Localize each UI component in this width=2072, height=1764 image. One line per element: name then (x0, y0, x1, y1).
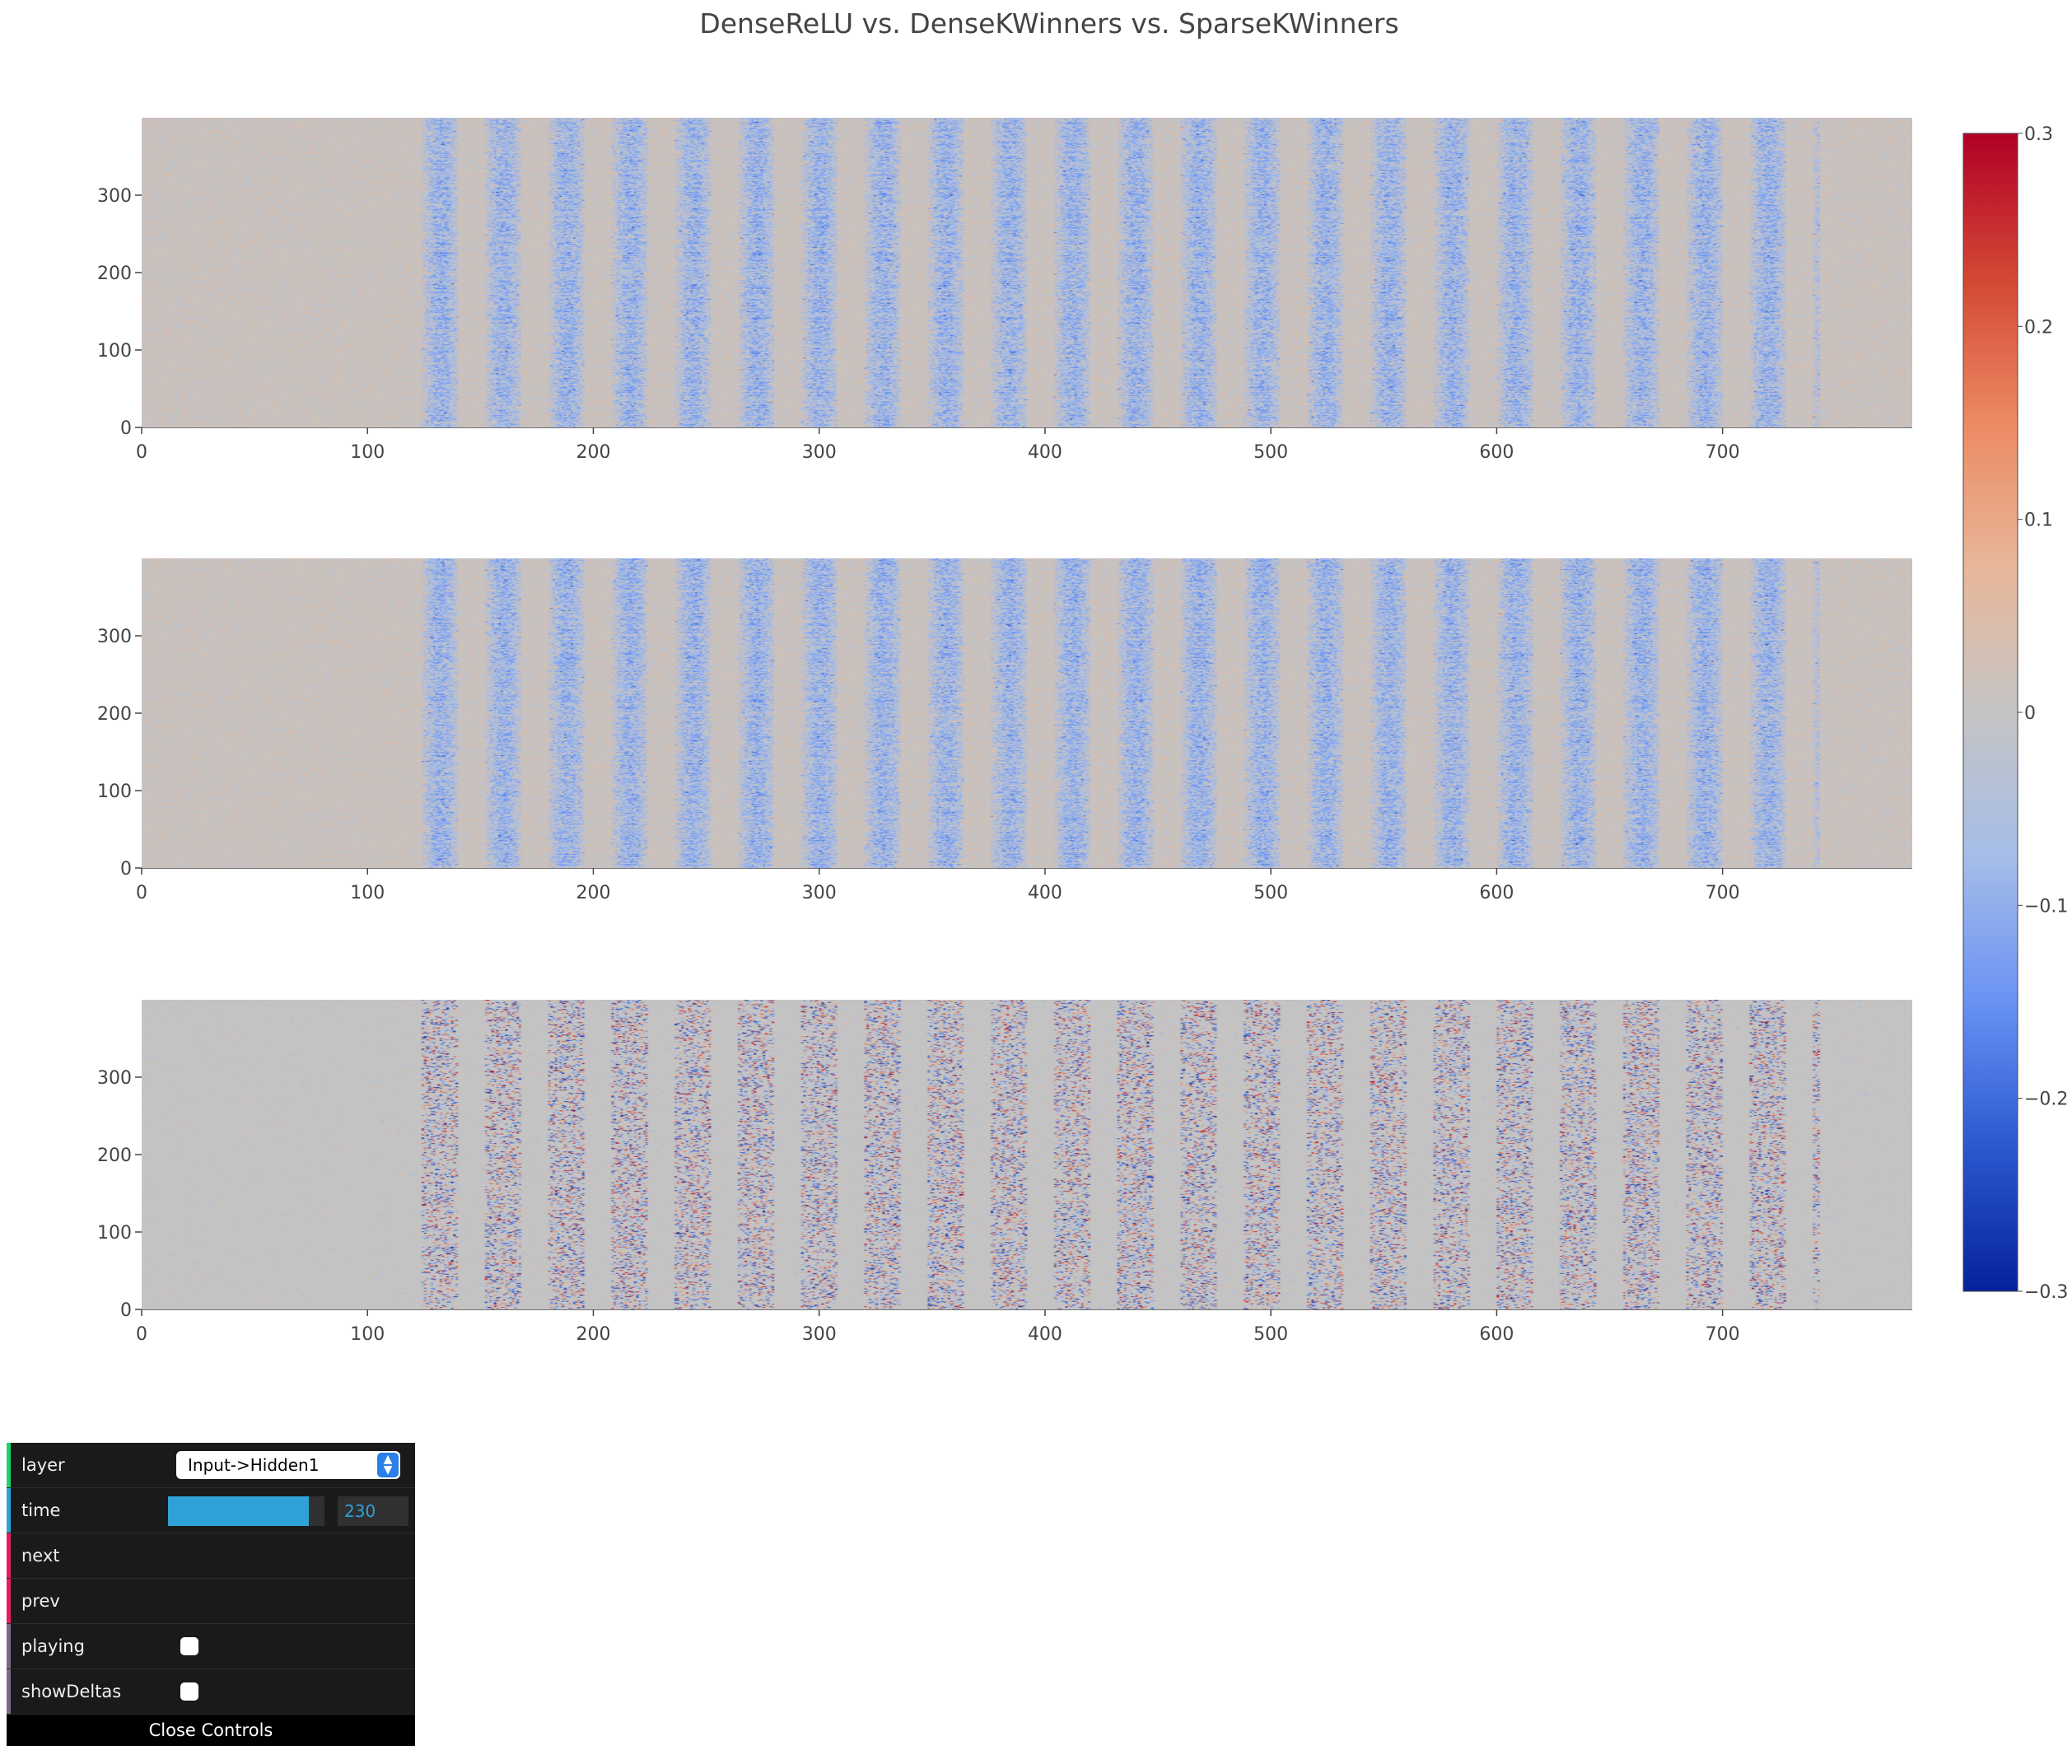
time-slider[interactable] (168, 1496, 324, 1526)
next-button[interactable]: next (7, 1533, 415, 1579)
colorbar: 0.3 0.2 0.1 0 −0.1 −0.2 −0.3 (1962, 124, 2068, 1303)
prev-button[interactable]: prev (7, 1579, 415, 1624)
x-tick-label: 100 (350, 442, 385, 463)
x-tick-label: 100 (350, 883, 385, 903)
heatmap-densekwinners (142, 558, 1912, 868)
time-label: time (21, 1500, 61, 1520)
x-tick-label: 600 (1479, 883, 1514, 903)
colorbar-gradient (1962, 133, 2018, 1292)
showdeltas-checkbox[interactable] (180, 1682, 198, 1701)
time-slider-fill (168, 1496, 309, 1526)
y-tick-label: 300 (97, 1068, 132, 1089)
heatmap-sparsekwinners (142, 1000, 1912, 1309)
axes-denserelu: 0 100 200 300 400 500 600 700 0 100 200 300 (97, 186, 1912, 463)
heatmap-denserelu (142, 118, 1912, 427)
layer-stripe (7, 1443, 11, 1487)
playing-stripe (7, 1624, 11, 1668)
colorbar-tick-label: −0.2 (2024, 1090, 2068, 1110)
x-tick-label: 0 (136, 442, 147, 463)
showdeltas-label: showDeltas (21, 1682, 122, 1701)
playing-label: playing (21, 1636, 85, 1656)
playing-row: playing (7, 1624, 415, 1669)
colorbar-tick-label: 0.2 (2024, 317, 2053, 338)
chart-title: DenseReLU vs. DenseKWinners vs. SparseKW… (699, 7, 1398, 40)
time-stripe (7, 1488, 11, 1533)
axes-sparsekwinners: 0 100 200 300 400 500 600 700 0 100 200 300 (97, 1068, 1912, 1345)
x-tick-label: 700 (1706, 1324, 1740, 1345)
axes-layer: 0 100 200 300 400 500 600 700 0 100 200 300 0 100 200 3… (97, 186, 1912, 1345)
x-tick-label: 500 (1253, 883, 1288, 903)
y-tick-label: 300 (97, 186, 132, 207)
colorbar-tick-label: 0.1 (2024, 511, 2053, 531)
colorbar-tick-label: −0.1 (2024, 896, 2068, 917)
y-tick-label: 0 (120, 859, 132, 880)
y-tick-label: 200 (97, 704, 132, 725)
select-spinner-icon: ▲ ▼ (377, 1453, 399, 1477)
layer-label: layer (21, 1455, 65, 1475)
colorbar-tick-label: −0.3 (2024, 1282, 2068, 1303)
colorbar-tick-label: 0 (2024, 703, 2036, 724)
y-tick-label: 200 (97, 264, 132, 284)
y-tick-label: 200 (97, 1146, 132, 1166)
y-tick-label: 300 (97, 627, 132, 647)
x-tick-label: 600 (1479, 1324, 1514, 1345)
chart-area: DenseReLU vs. DenseKWinners vs. SparseKW… (97, 7, 2068, 1345)
x-tick-label: 700 (1706, 442, 1740, 463)
x-tick-label: 0 (136, 883, 147, 903)
showdeltas-row: showDeltas (7, 1669, 415, 1715)
x-tick-label: 100 (350, 1324, 385, 1345)
y-tick-label: 0 (120, 1300, 132, 1321)
prev-label: prev (21, 1591, 60, 1611)
axes-densekwinners: 0 100 200 300 400 500 600 700 0 100 200 300 (97, 627, 1912, 903)
chart-svg: DenseReLU vs. DenseKWinners vs. SparseKW… (97, 7, 2068, 1345)
next-stripe (7, 1533, 11, 1578)
x-tick-label: 400 (1028, 1324, 1062, 1345)
prev-stripe (7, 1579, 11, 1623)
layer-select[interactable]: Input->Hidden1 ▲ ▼ (176, 1451, 400, 1479)
layer-row: layer Input->Hidden1 ▲ ▼ (7, 1443, 415, 1488)
x-tick-label: 200 (576, 442, 610, 463)
showdeltas-stripe (7, 1669, 11, 1714)
x-tick-label: 300 (802, 1324, 837, 1345)
y-tick-label: 0 (120, 418, 132, 439)
x-tick-label: 300 (802, 442, 837, 463)
y-tick-label: 100 (97, 341, 132, 362)
x-tick-label: 700 (1706, 883, 1740, 903)
x-tick-label: 300 (802, 883, 837, 903)
playing-checkbox[interactable] (180, 1637, 198, 1655)
x-tick-label: 400 (1028, 442, 1062, 463)
next-label: next (21, 1546, 60, 1566)
colorbar-tick-label: 0.3 (2024, 124, 2053, 145)
layer-select-value: Input->Hidden1 (188, 1455, 320, 1475)
time-row: time 230 (7, 1488, 415, 1533)
y-tick-label: 100 (97, 1223, 132, 1244)
close-controls-button[interactable]: Close Controls (7, 1715, 415, 1746)
x-tick-label: 500 (1253, 1324, 1288, 1345)
x-tick-label: 200 (576, 883, 610, 903)
x-tick-label: 0 (136, 1324, 147, 1345)
x-tick-label: 200 (576, 1324, 610, 1345)
x-tick-label: 600 (1479, 442, 1514, 463)
x-tick-label: 400 (1028, 883, 1062, 903)
y-tick-label: 100 (97, 782, 132, 802)
x-tick-label: 500 (1253, 442, 1288, 463)
time-number-input[interactable]: 230 (338, 1496, 408, 1526)
control-panel: layer Input->Hidden1 ▲ ▼ time 230 next pr… (7, 1443, 415, 1746)
